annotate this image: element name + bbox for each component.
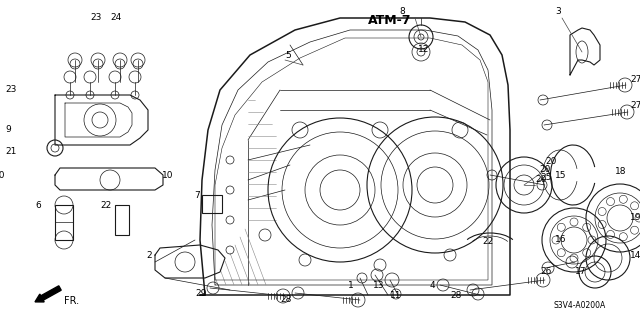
Text: 23: 23 [5, 85, 17, 94]
Text: 27: 27 [630, 76, 640, 85]
Text: 9: 9 [5, 125, 11, 135]
Bar [115, 205, 129, 235]
Text: FR.: FR. [65, 296, 79, 306]
Text: 29: 29 [195, 288, 206, 298]
Text: 20: 20 [545, 158, 556, 167]
Text: 5: 5 [285, 50, 291, 60]
Text: 10: 10 [162, 170, 173, 180]
Text: 26: 26 [540, 268, 552, 277]
Text: 6: 6 [35, 202, 41, 211]
Text: 27: 27 [630, 101, 640, 110]
Text: 1: 1 [348, 280, 354, 290]
Bar [55, 205, 73, 240]
Text: 17: 17 [575, 268, 586, 277]
Text: S3V4-A0200A: S3V4-A0200A [554, 301, 606, 310]
Text: 28: 28 [280, 295, 291, 305]
Text: 21: 21 [5, 147, 17, 157]
Text: 20: 20 [540, 166, 550, 174]
Text: 18: 18 [615, 167, 627, 176]
Text: 13: 13 [373, 280, 385, 290]
Text: 25: 25 [540, 174, 552, 182]
Text: 3: 3 [555, 8, 561, 17]
Text: 19: 19 [630, 213, 640, 222]
Text: 22: 22 [100, 202, 111, 211]
Text: 12: 12 [418, 46, 429, 55]
Text: 28: 28 [450, 292, 461, 300]
Text: 23: 23 [90, 13, 101, 23]
Bar [202, 195, 222, 213]
Text: 20: 20 [535, 175, 547, 184]
Text: 14: 14 [630, 250, 640, 259]
Text: 11: 11 [390, 291, 401, 300]
Text: 8: 8 [399, 8, 404, 17]
Text: ATM-7: ATM-7 [368, 13, 412, 26]
Text: 10: 10 [0, 170, 5, 180]
Text: 16: 16 [555, 235, 566, 244]
Text: 22: 22 [482, 238, 493, 247]
Text: 24: 24 [110, 13, 121, 23]
Text: 2: 2 [147, 250, 152, 259]
Text: 4: 4 [430, 280, 436, 290]
FancyArrow shape [35, 286, 61, 302]
Text: 7: 7 [195, 190, 200, 199]
Text: 15: 15 [555, 170, 566, 180]
